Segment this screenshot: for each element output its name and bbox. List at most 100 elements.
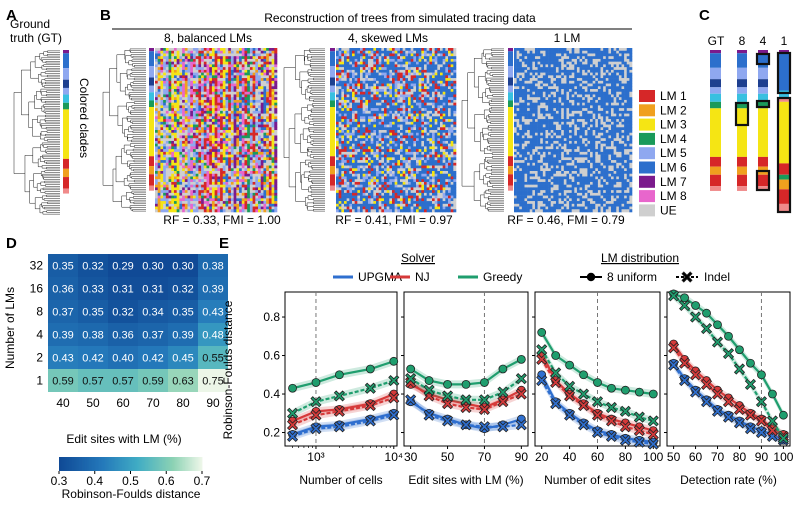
matrix-cell (244, 91, 248, 95)
matrix-cell (165, 108, 169, 112)
matrix-cell (365, 124, 369, 128)
matrix-cell (173, 91, 177, 95)
matrix-cell (192, 195, 196, 199)
matrix-cell (230, 80, 234, 84)
matrix-cell (271, 138, 275, 142)
matrix-cell (255, 201, 259, 205)
matrix-cell (357, 171, 361, 175)
matrix-cell (368, 80, 371, 84)
matrix-cell (378, 179, 382, 183)
matrix-cell (263, 143, 267, 147)
matrix-cell (384, 61, 387, 65)
matrix-cell (263, 168, 267, 172)
matrix-cell (211, 165, 215, 169)
matrix-cell (357, 102, 361, 106)
matrix-cell (365, 187, 369, 191)
matrix-cell (378, 116, 382, 120)
matrix-cell (362, 181, 366, 185)
matrix-cell (198, 135, 202, 139)
matrix-cell (209, 206, 213, 210)
matrix-cell (362, 162, 366, 166)
matrix-cell (258, 157, 262, 161)
matrix-cell (211, 168, 215, 172)
matrix-cell (160, 165, 164, 169)
matrix-cell (155, 127, 159, 131)
matrix-cell (176, 61, 180, 65)
matrix-cell (247, 56, 251, 60)
matrix-cell (236, 171, 240, 175)
matrix-cell (373, 113, 377, 117)
matrix-cell (255, 184, 259, 188)
matrix-cell (368, 130, 371, 134)
matrix-cell (338, 160, 342, 164)
matrix-cell (336, 143, 339, 147)
matrix-cell (222, 140, 226, 144)
matrix-cell (255, 192, 259, 196)
matrix-cell (176, 110, 180, 114)
matrix-cell (214, 135, 218, 139)
matrix-cell (192, 69, 196, 73)
matrix-cell (173, 138, 177, 142)
matrix-cell (176, 160, 180, 164)
matrix-cell (260, 173, 264, 177)
matrix-cell (230, 181, 234, 185)
matrix-cell (190, 154, 194, 158)
matrix-cell (373, 201, 377, 205)
matrix-cell (179, 67, 183, 71)
matrix-cell (263, 91, 267, 95)
matrix-cell (228, 201, 232, 205)
matrix-cell (160, 160, 164, 164)
matrix-cell (241, 203, 245, 207)
matrix-cell (263, 201, 267, 205)
matrix-cell (263, 187, 267, 191)
matrix-cell (373, 110, 377, 114)
matrix-cell (214, 99, 218, 103)
matrix-cell (365, 83, 369, 87)
matrix-cell (228, 206, 232, 210)
matrix-cell (266, 203, 270, 207)
matrix-cell (225, 168, 229, 172)
matrix-cell (220, 75, 224, 79)
matrix-cell (203, 184, 207, 188)
matrix-cell (187, 187, 191, 191)
matrix-cell (362, 69, 366, 73)
matrix-cell (338, 113, 342, 117)
matrix-cell (160, 181, 164, 185)
matrix-cell (230, 108, 234, 112)
matrix-cell (160, 168, 164, 172)
matrix-cell (239, 56, 243, 60)
matrix-cell (381, 173, 385, 177)
matrix-cell (241, 132, 245, 136)
matrix-cell (228, 184, 232, 188)
matrix-cell (252, 69, 256, 73)
matrix-cell (341, 195, 345, 199)
matrix-cell (344, 50, 347, 54)
matrix-cell (220, 61, 224, 65)
clade-stripe (149, 156, 154, 167)
matrix-cell (187, 146, 191, 150)
matrix-cell (336, 162, 339, 166)
matrix-cell (255, 173, 259, 177)
matrix-cell (184, 179, 188, 183)
matrix-cell (187, 121, 191, 125)
matrix-cell (274, 91, 278, 95)
matrix-cell (171, 72, 175, 76)
matrix-cell (182, 75, 186, 79)
matrix-cell (168, 154, 172, 158)
matrix-cell (373, 78, 377, 82)
lm-matrix-balanced (155, 48, 278, 213)
matrix-cell (260, 56, 264, 60)
matrix-cell (203, 64, 207, 68)
matrix-cell (165, 140, 169, 144)
matrix-cell (341, 173, 345, 177)
matrix-cell (268, 116, 272, 120)
matrix-cell (165, 165, 169, 169)
matrix-cell (225, 176, 229, 180)
matrix-cell (203, 168, 207, 172)
matrix-cell (266, 149, 270, 153)
matrix-cell (236, 94, 240, 98)
matrix-cell (160, 146, 164, 150)
matrix-cell (201, 113, 205, 117)
matrix-cell (357, 89, 361, 93)
matrix-cell (274, 105, 278, 109)
